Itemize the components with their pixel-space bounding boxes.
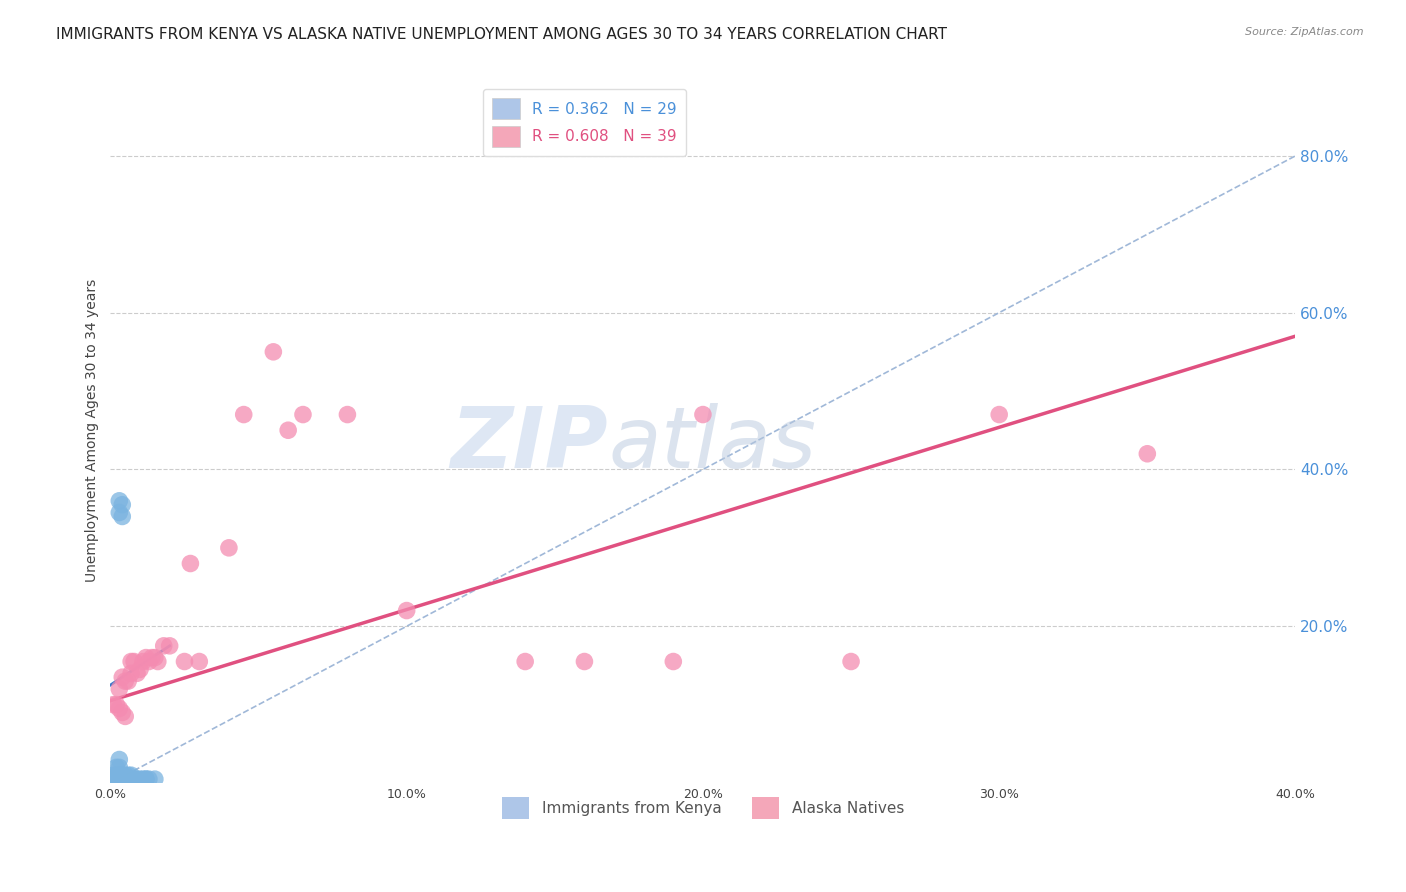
Point (111, 772, 134, 786)
Text: IMMIGRANTS FROM KENYA VS ALASKA NATIVE UNEMPLOYMENT AMONG AGES 30 TO 34 YEARS CO: IMMIGRANTS FROM KENYA VS ALASKA NATIVE U… (56, 27, 948, 42)
Point (103, 698, 125, 712)
Point (111, 706, 134, 720)
Point (129, 662, 152, 676)
Point (105, 760, 128, 774)
Y-axis label: Unemployment Among Ages 30 to 34 years: Unemployment Among Ages 30 to 34 years (86, 278, 100, 582)
Point (117, 768, 139, 782)
Point (188, 655, 211, 669)
Point (129, 772, 152, 786)
Point (395, 603, 418, 617)
Point (122, 772, 145, 786)
Point (111, 768, 134, 782)
Point (120, 655, 142, 669)
Point (111, 509, 134, 524)
Point (120, 666, 142, 681)
Point (108, 493, 131, 508)
Point (218, 541, 240, 555)
Point (173, 655, 195, 669)
Point (132, 772, 155, 786)
Point (152, 639, 174, 653)
Point (692, 408, 714, 422)
Point (114, 768, 136, 782)
Point (135, 772, 157, 786)
Point (111, 498, 134, 512)
Point (108, 772, 131, 786)
Point (179, 557, 201, 571)
Point (232, 408, 254, 422)
Point (125, 772, 148, 786)
Point (138, 655, 160, 669)
Point (135, 650, 157, 665)
Point (108, 752, 131, 766)
Point (143, 650, 166, 665)
Point (132, 655, 155, 669)
Point (135, 772, 157, 786)
Point (105, 772, 128, 786)
Point (291, 408, 314, 422)
Point (515, 655, 537, 669)
Point (108, 768, 131, 782)
Point (108, 760, 131, 774)
Point (122, 655, 145, 669)
Text: atlas: atlas (609, 403, 815, 486)
Point (574, 655, 596, 669)
Point (146, 655, 169, 669)
Point (839, 655, 862, 669)
Point (103, 772, 125, 786)
Point (114, 772, 136, 786)
Text: Source: ZipAtlas.com: Source: ZipAtlas.com (1246, 27, 1364, 37)
Point (143, 772, 166, 786)
Point (336, 408, 359, 422)
Point (141, 650, 163, 665)
Point (138, 772, 160, 786)
Point (117, 772, 139, 786)
Point (108, 506, 131, 520)
Point (105, 698, 128, 712)
Point (988, 408, 1011, 422)
Point (103, 768, 125, 782)
Point (262, 344, 284, 359)
Point (108, 681, 131, 696)
Point (105, 768, 128, 782)
Point (125, 666, 148, 681)
Legend: Immigrants from Kenya, Alaska Natives: Immigrants from Kenya, Alaska Natives (496, 791, 910, 825)
Point (120, 768, 142, 782)
Point (120, 772, 142, 786)
Text: ZIP: ZIP (450, 403, 609, 486)
Point (111, 670, 134, 684)
Point (159, 639, 181, 653)
Point (277, 423, 299, 437)
Point (1136, 447, 1159, 461)
Point (114, 674, 136, 689)
Point (117, 674, 139, 689)
Point (114, 709, 136, 723)
Point (108, 701, 131, 715)
Point (662, 655, 685, 669)
